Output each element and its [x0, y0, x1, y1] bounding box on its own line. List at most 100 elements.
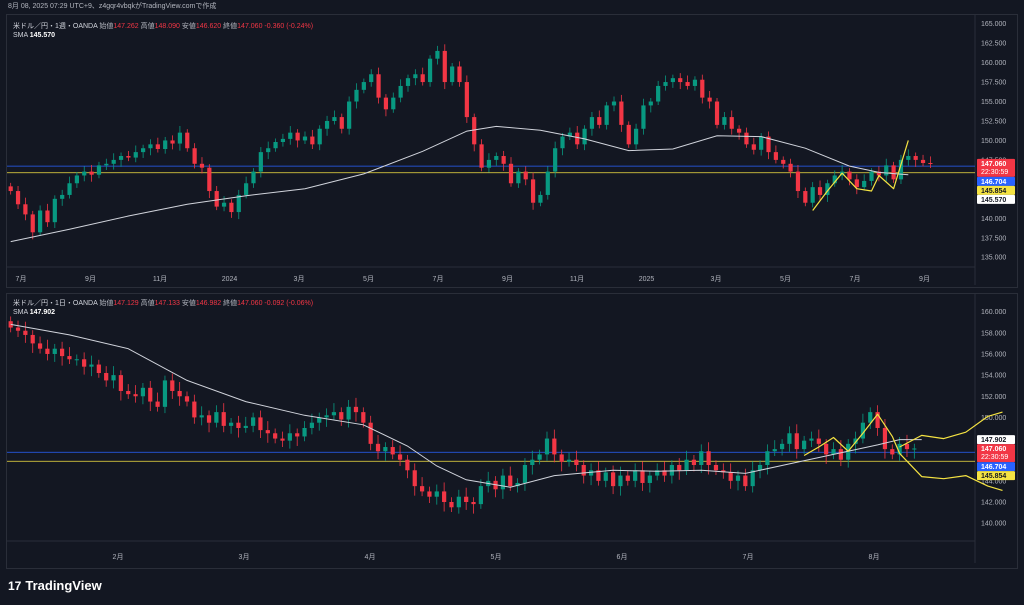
candle-body	[324, 120, 330, 129]
candle-body	[523, 171, 528, 180]
candle-body	[236, 422, 241, 428]
weekly-chart-pane[interactable]: 165.000 162.500 160.000 157.500 155.000 152.5…	[6, 14, 1018, 288]
candle-body	[714, 101, 720, 125]
x-tick-label: 4月	[365, 553, 376, 561]
candle-body	[691, 459, 697, 465]
candle-body	[516, 171, 521, 184]
candle-body	[729, 117, 734, 129]
candle-body	[67, 356, 72, 360]
candle-body	[214, 191, 219, 207]
candle-body	[759, 136, 764, 150]
weekly-chart-canvas[interactable]: 165.000 162.500 160.000 157.500 155.000 152.5…	[7, 15, 1017, 287]
candle-body	[302, 427, 307, 437]
candle-body	[713, 464, 719, 471]
candle-body	[266, 148, 271, 153]
candle-body	[420, 74, 425, 83]
y-tick-label: 158.000	[981, 330, 1006, 337]
candle-body	[862, 180, 867, 188]
daily-chart-pane[interactable]: 160.000 158.000 156.000 154.000 152.000 150.0…	[6, 293, 1018, 569]
candle-body	[405, 78, 411, 86]
candle-body	[625, 475, 630, 481]
candle-body	[111, 159, 116, 164]
candle-body	[735, 475, 741, 481]
candle-body	[397, 454, 403, 460]
candle-body	[574, 459, 579, 465]
candle-body	[640, 470, 645, 483]
daily-chart-canvas[interactable]: 160.000 158.000 156.000 154.000 152.000 150.0…	[7, 294, 1017, 568]
candle-body	[641, 105, 646, 129]
x-tick-label: 7月	[433, 275, 444, 283]
candle-body	[522, 464, 528, 483]
candle-body	[450, 66, 455, 83]
candle-body	[8, 321, 13, 328]
x-tick-label: 6月	[617, 553, 628, 561]
drawn-pattern-line	[899, 452, 1003, 491]
weekly-sma-legend: SMA 145.570	[13, 32, 55, 39]
x-tick-label: 8月	[869, 553, 880, 561]
daily-sma-legend: SMA 147.902	[13, 309, 55, 316]
candle-body	[544, 438, 550, 455]
candle-body	[626, 124, 631, 145]
candle-body	[913, 156, 918, 160]
weekly-open-label: 始値	[99, 23, 114, 30]
x-tick-label: 11月	[570, 275, 584, 283]
candle-body	[339, 412, 344, 420]
candle-body	[434, 491, 439, 497]
candle-body	[185, 132, 190, 149]
candle-body	[302, 136, 308, 141]
candle-body	[8, 186, 13, 192]
x-tick-label: 3月	[294, 275, 305, 283]
candle-body	[788, 163, 793, 172]
candle-body	[479, 144, 484, 168]
x-tick-label: 11月	[153, 275, 167, 283]
candle-body	[162, 380, 168, 407]
candle-body	[383, 97, 389, 110]
candle-body	[163, 140, 168, 150]
y-tick-label: 160.000	[981, 60, 1006, 67]
candle-body	[721, 470, 726, 473]
candle-body	[854, 179, 859, 188]
candle-body	[553, 148, 558, 172]
daily-change: -0.092 (-0.06%)	[264, 300, 314, 307]
candle-body	[663, 82, 668, 86]
candle-body	[244, 183, 249, 195]
y-tick-label: 160.000	[981, 309, 1006, 316]
drawn-pattern-line	[812, 140, 909, 211]
candle-body	[633, 128, 639, 145]
candle-body	[177, 132, 183, 144]
candle-body	[773, 152, 778, 160]
candle-body	[906, 156, 911, 160]
weekly-close-value: 147.060	[237, 23, 263, 30]
candle-body	[457, 66, 462, 83]
candle-body	[419, 486, 425, 492]
price-label-text: 146.704	[981, 464, 1006, 471]
candle-body	[779, 443, 785, 450]
candle-body	[38, 210, 43, 233]
candle-body	[515, 482, 520, 487]
x-tick-label: 2024	[222, 276, 238, 283]
candle-body	[354, 89, 359, 102]
candle-body	[781, 159, 786, 164]
candle-body	[604, 105, 609, 125]
candle-body	[30, 334, 35, 344]
daily-open-value: 147.129	[113, 300, 139, 307]
candle-body	[670, 78, 675, 83]
candle-body	[295, 132, 300, 141]
tradingview-brand[interactable]: 17 TradingView	[8, 578, 102, 593]
x-tick-label: 7月	[850, 275, 861, 283]
candle-body	[500, 475, 506, 490]
candle-body	[751, 144, 756, 150]
candle-body	[148, 144, 153, 149]
candle-body	[904, 443, 910, 450]
weekly-open-value: 147.262	[113, 23, 139, 30]
candle-body	[486, 159, 492, 168]
daily-close-label: 終値	[223, 300, 238, 307]
candle-body	[853, 438, 858, 444]
candle-body	[810, 187, 815, 203]
candle-body	[390, 447, 395, 455]
candle-body	[928, 163, 933, 165]
x-tick-label: 9月	[85, 275, 96, 283]
candle-body	[589, 117, 595, 129]
candle-body	[787, 433, 792, 444]
candle-body	[155, 401, 160, 407]
